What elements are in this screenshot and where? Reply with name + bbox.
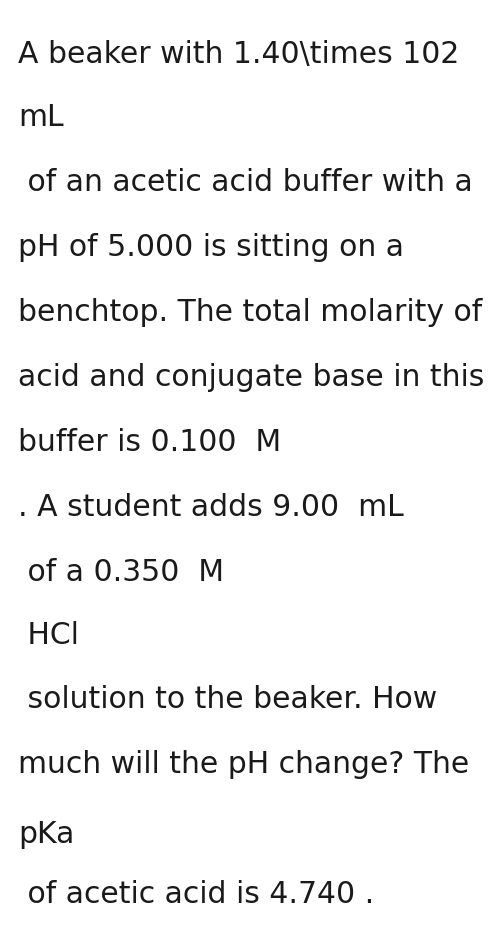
Text: of acetic acid is 4.740 .: of acetic acid is 4.740 . — [18, 880, 373, 909]
Text: benchtop. The total molarity of: benchtop. The total molarity of — [18, 298, 481, 327]
Text: solution to the beaker. How: solution to the beaker. How — [18, 685, 436, 714]
Text: buffer is 0.100  M: buffer is 0.100 M — [18, 428, 281, 457]
Text: A beaker with 1.40\times 102: A beaker with 1.40\times 102 — [18, 40, 458, 69]
Text: acid and conjugate base in this: acid and conjugate base in this — [18, 363, 484, 392]
Text: of a 0.350  M: of a 0.350 M — [18, 558, 224, 587]
Text: pKa: pKa — [18, 820, 74, 849]
Text: HCl: HCl — [18, 621, 79, 650]
Text: mL: mL — [18, 103, 63, 132]
Text: pH of 5.000 is sitting on a: pH of 5.000 is sitting on a — [18, 233, 403, 262]
Text: much will the pH change? The: much will the pH change? The — [18, 750, 468, 779]
Text: of an acetic acid buffer with a: of an acetic acid buffer with a — [18, 168, 472, 197]
Text: . A student adds 9.00  mL: . A student adds 9.00 mL — [18, 493, 403, 522]
